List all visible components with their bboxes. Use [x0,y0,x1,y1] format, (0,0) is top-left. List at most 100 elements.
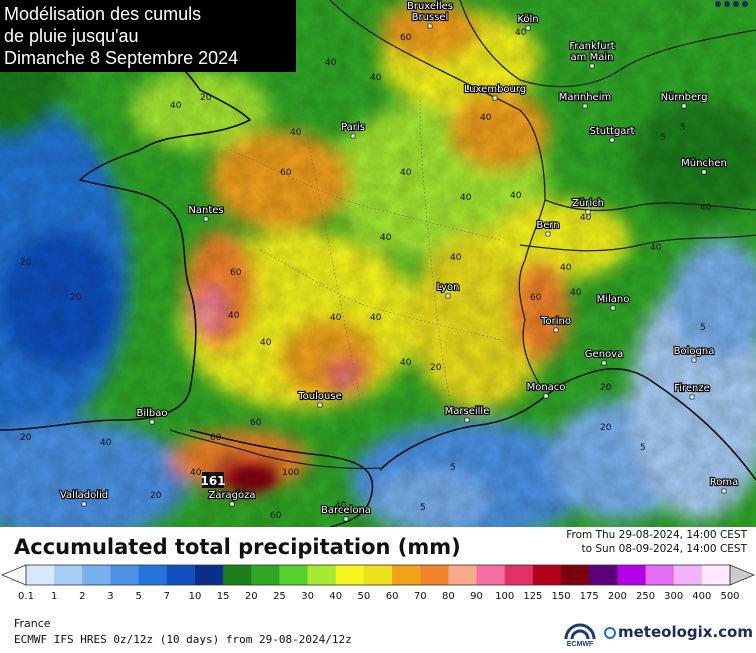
colorbar-segment [194,565,224,585]
svg-text:5: 5 [450,463,456,473]
svg-text:40: 40 [260,338,272,348]
svg-text:40: 40 [170,101,182,111]
svg-text:40: 40 [480,113,492,123]
colorbar-segment [589,565,618,585]
colorbar-segment [448,565,478,585]
svg-text:80: 80 [235,488,247,498]
region-borders [229,99,501,401]
colorbar-segment [363,565,393,585]
city-bologna: Bologna [673,345,715,363]
city-valladolid: Valladolid [59,489,109,507]
svg-text:40: 40 [335,501,347,511]
city-label: Paris [341,122,365,133]
city-marker [545,231,551,237]
period-from: From Thu 29-08-2024, 14:00 CEST [566,529,747,541]
city-label: am Main [571,52,614,63]
city-label: Roma [710,477,739,488]
svg-text:20: 20 [200,93,212,103]
svg-text:40: 40 [510,191,522,201]
tick-label: 0.1 [18,591,34,602]
svg-text:40: 40 [100,438,112,448]
city-nürnberg: Nürnberg [659,91,709,109]
colorbar-segment [673,565,703,585]
city-label: München [681,158,727,169]
city-marker [317,402,323,408]
city-marker [610,305,616,311]
svg-text:40: 40 [290,128,302,138]
city-label: Köln [517,14,538,25]
city-marker [691,357,697,363]
svg-text:20: 20 [20,258,32,268]
svg-text:60: 60 [280,168,292,178]
globe-icon [604,627,616,639]
city-marker [203,216,209,222]
city-marker [681,103,687,109]
svg-text:20: 20 [600,423,612,433]
colorbar-outline [25,564,731,586]
tick-label: 50 [357,591,371,602]
tick-label: 70 [413,591,427,602]
tick-label: 3 [107,591,114,602]
city-marker [582,103,588,109]
colorbar-segment [335,565,365,585]
city-marker [149,419,155,425]
city-marker [343,516,349,522]
tick-label: 500 [720,591,740,602]
brand-text: meteologix.com [618,623,753,641]
city-label: Barcelona [321,505,371,516]
title-line-3: Dimanche 8 Septembre 2024 [4,48,239,68]
tick-label: 10 [188,591,202,602]
tick-label: 2 [79,591,86,602]
period-to: to Sun 08-09-2024, 14:00 CEST [581,543,747,555]
tick-label: 80 [442,591,455,602]
colorbar-segment [392,565,421,585]
city-label: Zaragoza [208,490,255,501]
colorbar-arrow-left [0,564,27,586]
tick-label: 400 [692,591,712,602]
city-marker [525,25,531,31]
svg-text:40: 40 [560,263,572,273]
tick-label: 250 [635,591,656,602]
ecmwf-icon [564,623,596,640]
city-marker [601,360,607,366]
tick-label: 200 [607,591,627,602]
city-marker [585,209,591,215]
svg-text:60: 60 [400,33,412,43]
city-label: Zürich [572,198,604,209]
tick-label: 7 [163,591,170,602]
svg-text:5: 5 [660,133,666,143]
svg-text:40: 40 [450,253,462,263]
colorbar-segment [307,565,337,585]
city-label: Stuttgart [590,126,635,137]
svg-text:40: 40 [300,393,312,403]
city-label: Brussel [412,12,449,23]
svg-text:20: 20 [70,293,82,303]
svg-text:60: 60 [210,433,222,443]
colorbar-segment [138,565,168,585]
city-marker [464,417,470,423]
city-label: Monaco [527,382,566,393]
meteologix-logo[interactable]: meteologix.com [604,623,753,641]
svg-text:5: 5 [420,503,426,513]
city-köln: Köln [516,13,540,31]
tick-label: 300 [664,591,684,602]
city-marker [229,501,235,507]
svg-text:40: 40 [460,193,472,203]
city-marker [543,393,549,399]
city-stuttgart: Stuttgart [588,125,636,143]
colorbar-segment [26,565,55,585]
colorbar-segment [476,565,506,585]
colorbar-segment [82,565,111,585]
city-label: Frankfurt [569,41,614,52]
city-münchen: München [680,157,728,175]
city-monaco: Monaco [525,381,567,399]
city-bilbao: Bilbao [135,407,169,425]
city-luxembourg: Luxembourg [463,83,527,101]
colorbar-segment [532,565,562,585]
city-marker [721,488,727,494]
svg-text:20: 20 [600,383,612,393]
city-lyon: Lyon [435,281,461,299]
svg-text:5: 5 [680,123,686,133]
city-torino: Torino [539,315,572,333]
